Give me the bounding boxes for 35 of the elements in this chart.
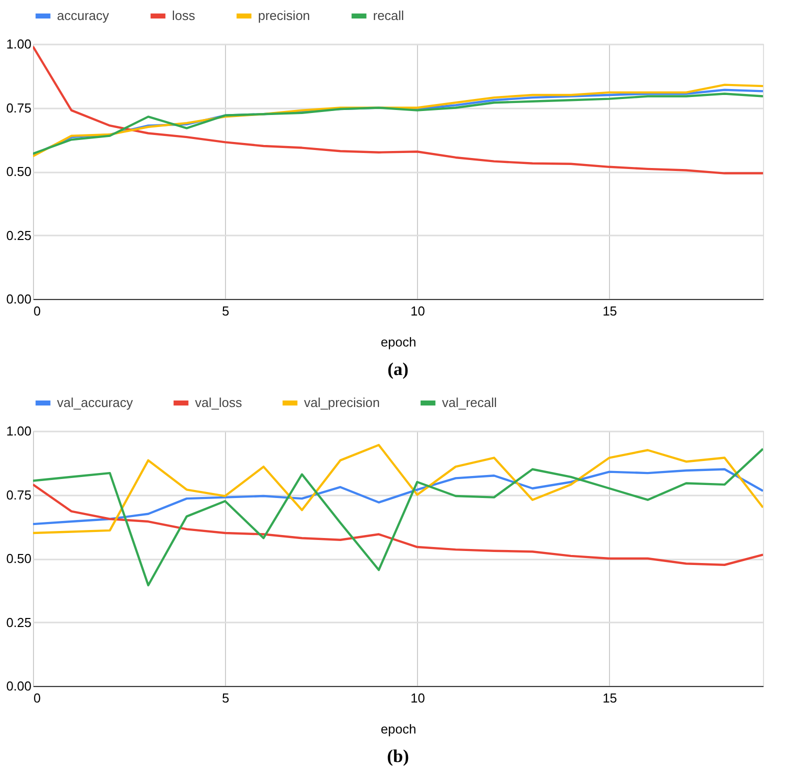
line-series [33,448,763,586]
y-tick-label: 0.25 [6,614,32,630]
legend-label: val_precision [304,395,380,410]
y-tick-label: 0.75 [6,100,32,116]
x-tick-label: 10 [410,304,425,318]
y-tick-label: 1.00 [6,424,32,438]
x-tick-label: 15 [602,690,618,706]
legend-label: recall [373,8,404,23]
legend-label: loss [172,8,196,23]
y-tick-label: 0.25 [6,228,32,243]
y-tick-label: 1.00 [6,36,32,52]
x-tick-label: 5 [222,304,230,318]
y-tick-label: 0.50 [6,551,32,566]
legend-label: val_accuracy [57,395,134,410]
y-tick-label: 0.75 [6,487,32,502]
legend-label: precision [258,8,310,23]
text: (a) [388,359,408,379]
x-tick-label: 5 [222,690,230,706]
legend-label: accuracy [57,8,110,23]
y-tick-label: 0.00 [6,678,32,694]
text: (b) [387,746,410,766]
x-tick-label: 10 [410,690,425,706]
legend-label: val_loss [195,395,242,410]
line-series [33,45,763,174]
y-tick-label: 0.00 [6,292,32,306]
x-axis-title: epoch [380,722,416,736]
x-tick-label: 0 [34,304,41,318]
x-axis-title: epoch [380,334,416,350]
line-series [33,483,763,566]
legend-label: val_recall [442,395,498,410]
x-tick-label: 15 [602,304,618,318]
line-series [33,444,763,534]
y-tick-label: 0.50 [6,164,32,179]
x-tick-label: 0 [34,690,41,706]
line-series [33,468,763,526]
